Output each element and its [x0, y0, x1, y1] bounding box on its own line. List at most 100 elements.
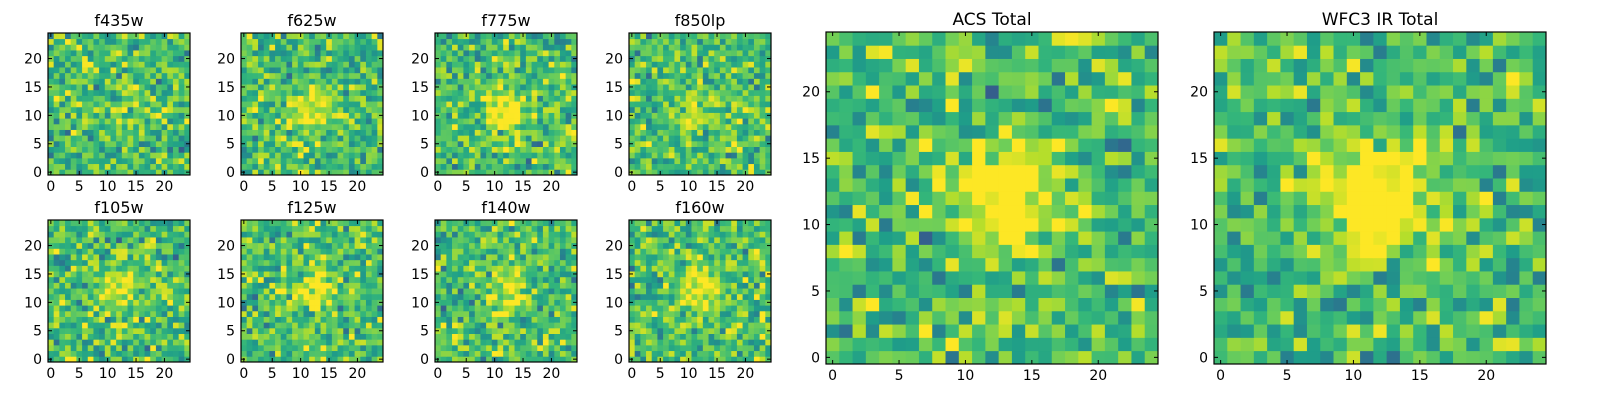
heatmap-cell — [525, 95, 532, 102]
heatmap-cell — [640, 350, 647, 357]
heatmap-cell — [377, 33, 384, 40]
heatmap-cell — [463, 299, 470, 306]
heatmap-cell — [116, 129, 123, 136]
heatmap-cell — [634, 38, 641, 45]
heatmap-cell — [629, 135, 636, 142]
heatmap-cell — [343, 271, 350, 278]
heatmap-cell — [314, 169, 321, 176]
heatmap-cell — [258, 50, 265, 57]
heatmap-cell — [93, 169, 100, 176]
heatmap-cell — [486, 276, 493, 283]
heatmap-cell — [65, 44, 72, 51]
heatmap-cell — [110, 333, 117, 340]
heatmap-cell — [531, 44, 538, 51]
heatmap-cell — [731, 316, 738, 323]
heatmap-cell — [571, 146, 578, 153]
heatmap-cell — [559, 356, 567, 363]
heatmap-cell — [651, 72, 658, 79]
heatmap-cell — [178, 310, 185, 317]
heatmap-cell — [263, 344, 270, 352]
heatmap-cell — [559, 225, 567, 232]
heatmap-cell — [343, 316, 350, 323]
heatmap-cell — [508, 259, 515, 266]
heatmap-cell — [503, 169, 510, 176]
heatmap-cell — [337, 140, 344, 147]
heatmap-cell — [663, 50, 670, 57]
heatmap-cell — [697, 67, 704, 74]
heatmap-cell — [497, 237, 504, 244]
heatmap-cell — [474, 135, 481, 142]
heatmap-cell — [314, 237, 321, 244]
heatmap-cell — [161, 276, 168, 283]
heatmap-cell — [708, 118, 715, 125]
heatmap-cell — [571, 106, 578, 113]
heatmap-cell — [150, 356, 157, 363]
heatmap-cell — [360, 231, 367, 238]
heatmap-cell — [708, 276, 715, 283]
heatmap-cell — [457, 327, 464, 334]
heatmap-cell — [360, 333, 367, 340]
heatmap-cell — [657, 152, 664, 159]
heatmap-cell — [297, 157, 304, 165]
heatmap-cell — [303, 118, 310, 125]
heatmap-cell — [668, 322, 675, 329]
heatmap-cell — [337, 350, 344, 357]
heatmap-cell — [565, 84, 572, 91]
heatmap-cell — [469, 163, 476, 170]
heatmap-cell — [663, 327, 670, 334]
heatmap-cell — [508, 112, 515, 119]
heatmap-cell — [343, 163, 350, 170]
heatmap-cell — [93, 305, 100, 312]
heatmap-cell — [491, 50, 498, 57]
heatmap-cell — [469, 140, 476, 147]
heatmap-cell — [365, 350, 373, 357]
heatmap-cell — [753, 89, 761, 96]
heatmap-cell — [463, 310, 470, 317]
heatmap-cell — [280, 293, 287, 300]
heatmap-cell — [65, 89, 72, 96]
heatmap-cell — [663, 95, 670, 102]
heatmap-cell — [731, 129, 738, 136]
heatmap-cell — [320, 310, 327, 317]
heatmap-cell — [155, 237, 162, 244]
heatmap-cell — [457, 350, 464, 357]
heatmap-cell — [65, 55, 72, 62]
heatmap-cell — [65, 322, 72, 329]
heatmap-cell — [377, 101, 384, 108]
heatmap-cell — [76, 146, 83, 153]
heatmap-cell — [150, 118, 157, 125]
heatmap-cell — [241, 163, 248, 170]
heatmap-cell — [93, 231, 100, 238]
heatmap-cell — [331, 89, 338, 96]
heatmap-cell — [480, 276, 487, 283]
heatmap-cell — [446, 299, 453, 306]
heatmap-cell — [759, 157, 766, 165]
heatmap-cell — [685, 129, 692, 136]
heatmap-cell — [303, 78, 310, 85]
heatmap-cell — [497, 288, 504, 295]
heatmap-cell — [742, 146, 749, 153]
heatmap-cell — [508, 356, 515, 363]
heatmap-cell — [241, 146, 248, 153]
heatmap-cell — [514, 220, 521, 227]
heatmap-cell — [719, 299, 726, 306]
heatmap-cell — [463, 259, 470, 266]
heatmap-cell — [685, 157, 692, 165]
heatmap-cell — [99, 259, 106, 266]
heatmap-cell — [93, 140, 100, 147]
heatmap-cell — [457, 33, 464, 40]
heatmap-cell — [446, 55, 453, 62]
heatmap-cell — [491, 61, 498, 68]
heatmap-cell — [303, 271, 310, 278]
heatmap-cell — [144, 44, 151, 51]
heatmap-cell — [309, 118, 316, 125]
heatmap-cell — [446, 333, 453, 340]
heatmap-cell — [93, 112, 100, 119]
heatmap-cell — [246, 288, 253, 295]
heatmap-cell — [286, 333, 293, 340]
heatmap-cell — [360, 50, 367, 57]
heatmap-cell — [514, 339, 521, 346]
heatmap-cell — [286, 140, 293, 147]
heatmap-cell — [657, 316, 664, 323]
